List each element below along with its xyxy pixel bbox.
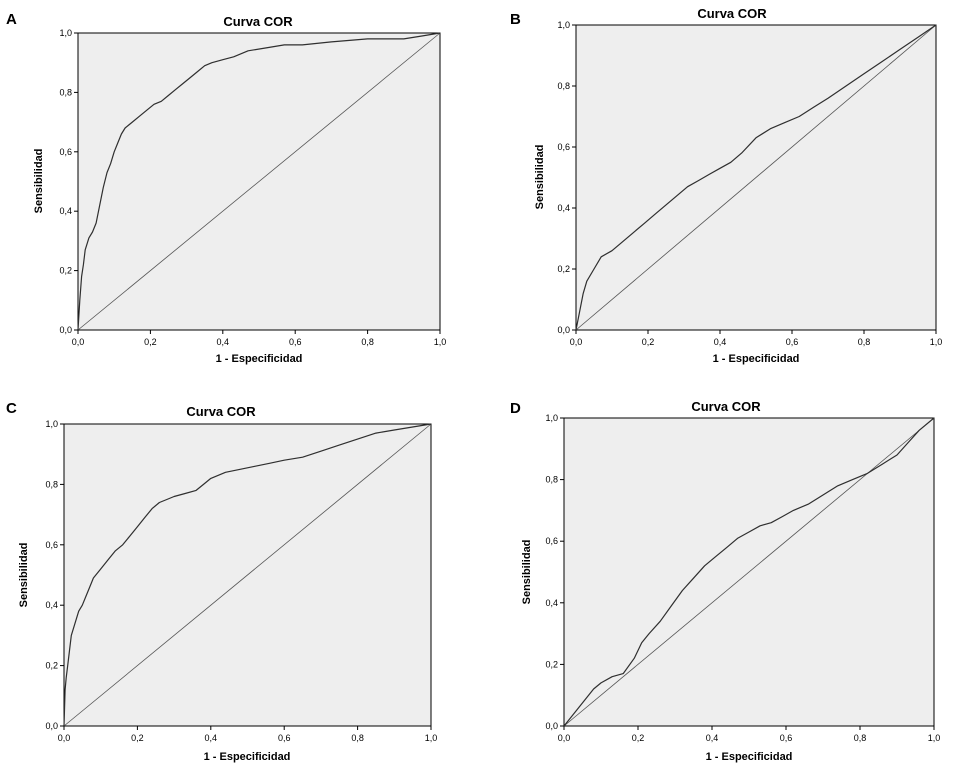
panel-a-y-axis-label: Sensibilidad bbox=[33, 149, 45, 214]
panel-a-x-tick-label-4: 0,8 bbox=[361, 337, 374, 347]
panel-c-roc-curve bbox=[63, 423, 432, 727]
panel-d-x-tick-label-2: 0,4 bbox=[706, 733, 719, 743]
panel-a-y-ticks: 0,0 0,2 0,4 0,6 0,8 1,0 bbox=[59, 28, 78, 335]
panel-d-y-tick-label-3: 0,6 bbox=[545, 536, 558, 546]
panel-c-x-tick-label-0: 0,0 bbox=[58, 733, 71, 743]
panel-d-x-tick-label-1: 0,2 bbox=[632, 733, 645, 743]
panel-d-reference-line bbox=[563, 417, 935, 727]
panel-a-y-tick-label-5: 1,0 bbox=[59, 28, 72, 38]
panel-c-y-tick-label-1: 0,2 bbox=[45, 661, 58, 671]
panel-d-y-axis-label: Sensibilidad bbox=[521, 540, 533, 605]
panel-a-x-axis-label: 1 - Especificidad bbox=[216, 353, 303, 365]
panel-a-x-tick-label-3: 0,6 bbox=[289, 337, 302, 347]
panel-a-x-tick-label-2: 0,4 bbox=[217, 337, 230, 347]
panel-a-reference-line bbox=[77, 32, 441, 331]
panel-d-y-tick-label-5: 1,0 bbox=[545, 413, 558, 423]
panel-c-x-tick-label-1: 0,2 bbox=[131, 733, 144, 743]
panel-c-x-ticks: 0,0 0,2 0,4 0,6 0,8 1,0 bbox=[58, 726, 438, 743]
panel-c-letter: C bbox=[6, 400, 17, 417]
panel-d-x-tick-label-0: 0,0 bbox=[558, 733, 571, 743]
panel-d-x-tick-label-5: 1,0 bbox=[928, 733, 941, 743]
panel-d-x-tick-label-3: 0,6 bbox=[780, 733, 793, 743]
panel-b-x-tick-label-4: 0,8 bbox=[858, 337, 871, 347]
panel-b-y-tick-label-3: 0,6 bbox=[557, 142, 570, 152]
panel-a-letter: A bbox=[6, 11, 17, 28]
panel-b-y-tick-label-4: 0,8 bbox=[557, 81, 570, 91]
panel-a-title: Curva COR bbox=[223, 14, 293, 29]
panel-a-y-tick-label-4: 0,8 bbox=[59, 87, 72, 97]
panel-c-y-tick-label-3: 0,6 bbox=[45, 540, 58, 550]
panel-c-y-tick-label-0: 0,0 bbox=[45, 721, 58, 731]
panel-b: B Curva COR 0,0 0,2 0,4 0,6 0,8 1,0 0,0 bbox=[510, 6, 942, 365]
panel-d-y-tick-label-1: 0,2 bbox=[545, 659, 558, 669]
panel-b-roc-curve bbox=[575, 24, 937, 331]
panel-b-x-tick-label-2: 0,4 bbox=[714, 337, 727, 347]
panel-d-y-tick-label-0: 0,0 bbox=[545, 721, 558, 731]
panel-c-y-tick-label-5: 1,0 bbox=[45, 419, 58, 429]
panel-b-letter: B bbox=[510, 11, 521, 28]
panel-a-x-tick-label-0: 0,0 bbox=[72, 337, 85, 347]
panel-b-x-tick-label-3: 0,6 bbox=[786, 337, 799, 347]
panel-a: A Curva COR 0,0 0,2 0,4 0,6 0,8 1,0 0,0 bbox=[6, 11, 446, 365]
panel-a-x-tick-label-1: 0,2 bbox=[144, 337, 157, 347]
panel-c-y-ticks: 0,0 0,2 0,4 0,6 0,8 1,0 bbox=[45, 419, 64, 731]
panel-c-x-tick-label-3: 0,6 bbox=[278, 733, 291, 743]
panel-d-y-tick-label-4: 0,8 bbox=[545, 475, 558, 485]
panel-b-y-tick-label-2: 0,4 bbox=[557, 203, 570, 213]
panel-c-x-tick-label-2: 0,4 bbox=[205, 733, 218, 743]
panel-c-x-axis-label: 1 - Especificidad bbox=[204, 751, 291, 763]
panel-d: D Curva COR 0,0 0,2 0,4 0,6 0,8 1,0 0,0 bbox=[510, 399, 940, 763]
panel-d-roc-curve bbox=[563, 417, 935, 727]
panel-c: C Curva COR 0,0 0,2 0,4 0,6 0,8 1,0 0,0 bbox=[6, 400, 437, 763]
panel-d-x-axis-label: 1 - Especificidad bbox=[706, 751, 793, 763]
panel-d-x-tick-label-4: 0,8 bbox=[854, 733, 867, 743]
panel-b-title: Curva COR bbox=[697, 6, 767, 21]
panel-b-x-axis-label: 1 - Especificidad bbox=[713, 353, 800, 365]
panel-d-title: Curva COR bbox=[691, 399, 761, 414]
panel-a-y-tick-label-3: 0,6 bbox=[59, 147, 72, 157]
panel-c-x-tick-label-5: 1,0 bbox=[425, 733, 438, 743]
panel-c-y-tick-label-4: 0,8 bbox=[45, 479, 58, 489]
panel-c-title: Curva COR bbox=[186, 404, 256, 419]
panel-d-x-ticks: 0,0 0,2 0,4 0,6 0,8 1,0 bbox=[558, 726, 941, 743]
panel-a-y-tick-label-0: 0,0 bbox=[59, 325, 72, 335]
panel-b-y-ticks: 0,0 0,2 0,4 0,6 0,8 1,0 bbox=[557, 20, 576, 335]
panel-b-y-axis-label: Sensibilidad bbox=[534, 145, 546, 210]
panel-a-y-tick-label-2: 0,4 bbox=[59, 206, 72, 216]
panel-d-y-ticks: 0,0 0,2 0,4 0,6 0,8 1,0 bbox=[545, 413, 564, 731]
panel-b-x-tick-label-1: 0,2 bbox=[642, 337, 655, 347]
panel-b-y-tick-label-0: 0,0 bbox=[557, 325, 570, 335]
panel-b-y-tick-label-1: 0,2 bbox=[557, 264, 570, 274]
panel-b-y-tick-label-5: 1,0 bbox=[557, 20, 570, 30]
panel-c-x-tick-label-4: 0,8 bbox=[351, 733, 364, 743]
panel-a-x-tick-label-5: 1,0 bbox=[434, 337, 447, 347]
panel-b-x-ticks: 0,0 0,2 0,4 0,6 0,8 1,0 bbox=[570, 330, 943, 347]
panel-a-y-tick-label-1: 0,2 bbox=[59, 266, 72, 276]
panel-d-letter: D bbox=[510, 400, 521, 417]
panel-d-y-tick-label-2: 0,4 bbox=[545, 598, 558, 608]
panel-c-y-tick-label-2: 0,4 bbox=[45, 600, 58, 610]
panel-c-y-axis-label: Sensibilidad bbox=[18, 543, 30, 608]
panel-c-reference-line bbox=[63, 423, 432, 727]
panel-a-x-ticks: 0,0 0,2 0,4 0,6 0,8 1,0 bbox=[72, 330, 447, 347]
panel-b-x-tick-label-0: 0,0 bbox=[570, 337, 583, 347]
panel-b-reference-line bbox=[575, 24, 937, 331]
panel-a-roc-curve bbox=[77, 32, 441, 331]
panel-b-x-tick-label-5: 1,0 bbox=[930, 337, 943, 347]
